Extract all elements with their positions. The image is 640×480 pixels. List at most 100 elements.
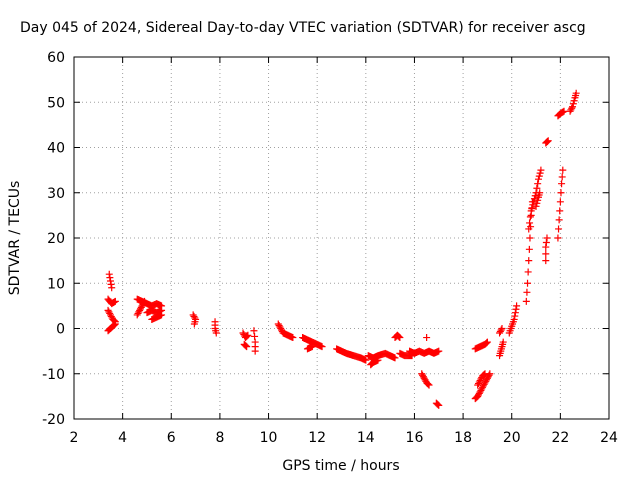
x-tick-label: 20	[503, 430, 521, 446]
data-point	[107, 280, 115, 288]
data-point	[289, 334, 297, 342]
data-point	[137, 303, 145, 311]
data-point	[524, 279, 532, 287]
data-point	[537, 166, 545, 174]
data-point	[106, 277, 114, 285]
data-point	[526, 219, 534, 227]
data-point	[482, 340, 490, 348]
x-tick-label: 2	[70, 430, 79, 446]
data-point	[557, 189, 565, 197]
data-point	[111, 320, 119, 328]
data-point	[111, 297, 119, 305]
data-point	[396, 334, 404, 342]
data-point	[555, 216, 563, 224]
data-point	[420, 374, 428, 382]
data-point	[475, 389, 483, 397]
x-axis-label: GPS time / hours	[282, 458, 399, 474]
data-point	[212, 329, 220, 337]
data-point	[104, 306, 112, 314]
data-point	[424, 380, 432, 388]
data-point	[277, 325, 285, 332]
data-point	[526, 213, 534, 221]
data-point	[483, 338, 491, 346]
data-point	[108, 284, 116, 292]
data-point	[543, 137, 551, 145]
data-point	[569, 100, 577, 108]
data-point	[534, 180, 542, 188]
x-tick-label: 14	[357, 430, 375, 446]
data-point	[134, 309, 142, 317]
data-point	[556, 198, 564, 206]
grid	[74, 57, 609, 419]
data-point	[542, 239, 550, 247]
data-point	[510, 315, 518, 323]
data-point	[524, 268, 532, 276]
data-point	[512, 305, 520, 313]
data-point	[544, 137, 552, 145]
data-point	[433, 400, 441, 408]
data-point	[532, 202, 540, 210]
data-point	[481, 370, 489, 378]
data-point	[480, 371, 488, 379]
data-point	[395, 333, 403, 341]
data-point	[525, 257, 533, 265]
x-tick-label: 10	[260, 430, 278, 446]
y-tick-label: -20	[42, 412, 65, 428]
data-point	[239, 329, 247, 337]
data-point	[418, 370, 426, 378]
data-point	[190, 312, 198, 320]
data-point	[423, 334, 431, 342]
data-point	[513, 302, 521, 310]
data-point	[483, 339, 491, 347]
data-point	[251, 347, 259, 355]
data-point	[318, 343, 326, 351]
data-point	[391, 354, 399, 362]
data-point	[522, 297, 530, 305]
data-point	[530, 195, 538, 203]
data-point	[558, 173, 566, 181]
data-point	[496, 328, 504, 336]
data-point	[243, 343, 251, 351]
data-point	[570, 97, 578, 105]
y-tick-label: 40	[47, 141, 65, 157]
data-point	[308, 343, 316, 351]
data-point	[529, 201, 537, 209]
data-point	[498, 325, 506, 332]
data-point	[499, 338, 507, 346]
data-point	[566, 107, 574, 115]
data-point	[526, 234, 534, 242]
data-point	[535, 172, 543, 180]
data-point	[531, 192, 539, 200]
data-point	[536, 169, 544, 177]
data-point	[242, 333, 250, 341]
data-point	[478, 385, 486, 393]
data-point	[242, 342, 250, 350]
data-point	[542, 257, 550, 265]
data-point	[110, 321, 118, 329]
data-point	[477, 375, 485, 383]
data-point	[362, 356, 370, 364]
data-point	[483, 376, 491, 384]
data-point	[525, 225, 533, 233]
data-point	[542, 243, 550, 251]
data-point	[482, 377, 490, 385]
data-point	[435, 401, 443, 409]
data-point	[274, 320, 282, 328]
data-point	[394, 332, 402, 340]
data-point	[250, 327, 258, 335]
data-point	[536, 189, 544, 197]
data-point	[554, 234, 562, 242]
data-point	[543, 234, 551, 242]
data-point	[542, 250, 550, 258]
data-point	[476, 388, 484, 396]
data-point	[474, 381, 482, 389]
data-point	[543, 138, 551, 146]
data-point	[511, 309, 519, 317]
data-point	[534, 196, 542, 204]
x-tick-label: 4	[118, 430, 127, 446]
data-point	[251, 332, 259, 340]
data-point	[474, 391, 482, 399]
y-tick-label: 60	[47, 50, 65, 66]
